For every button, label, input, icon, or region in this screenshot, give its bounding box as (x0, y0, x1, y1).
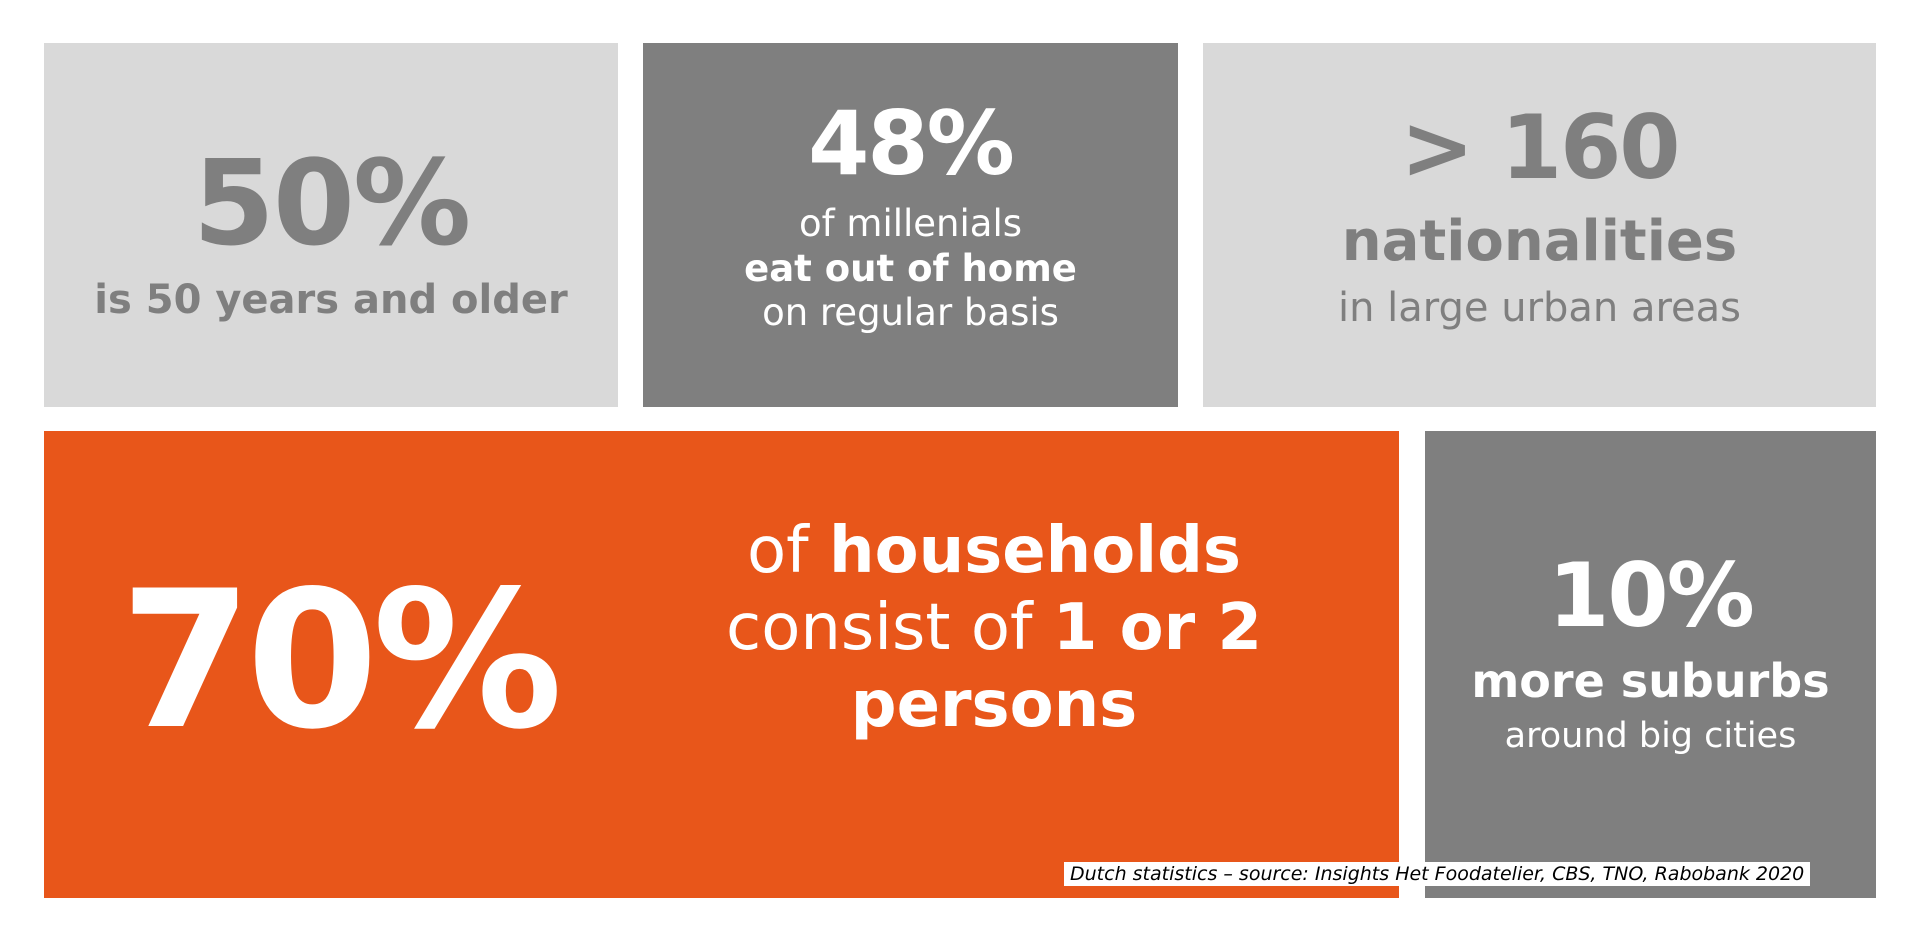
stat-caption: is 50 years and older (94, 277, 568, 323)
caption-emphasis: households (829, 514, 1241, 588)
stat-caption-line-3: on regular basis (762, 291, 1059, 335)
stat-value: 48% (808, 92, 1015, 196)
stat-caption-line-1: more suburbs (1471, 653, 1830, 708)
caption-text: consist of (726, 590, 1053, 665)
stat-tile-seniors: 50% is 50 years and older (44, 43, 618, 407)
stat-caption-line-2: around big cities (1504, 716, 1797, 757)
caption-emphasis: 1 or 2 (1052, 590, 1262, 665)
stat-caption-line-2: in large urban areas (1337, 284, 1742, 331)
stat-caption-line-2: consist of 1 or 2 (694, 590, 1294, 667)
stat-tile-nationalities: > 160 nationalities in large urban areas (1203, 43, 1876, 407)
caption-text: of (747, 514, 830, 588)
source-note: Dutch statistics – source: Insights Het … (1064, 862, 1811, 886)
stat-caption-line-1: of households (694, 513, 1294, 590)
stat-caption-line-1: nationalities (1341, 209, 1738, 275)
stat-caption-line-3: persons (694, 667, 1294, 744)
caption-emphasis: persons (850, 667, 1138, 742)
stat-caption: of households consist of 1 or 2 persons (694, 513, 1294, 743)
stat-caption-line-1: of millenials (798, 202, 1023, 246)
stat-tile-millenials: 48% of millenials eat out of home on reg… (643, 43, 1178, 407)
stat-value: 10% (1548, 543, 1755, 647)
stat-caption-line-2: eat out of home (744, 246, 1077, 290)
stat-tile-households: 70% of households consist of 1 or 2 pers… (44, 431, 1399, 898)
stat-value: 70% (120, 550, 563, 771)
stat-value: > 160 (1400, 96, 1680, 200)
stat-tile-suburbs: 10% more suburbs around big cities (1425, 431, 1876, 898)
stat-value: 50% (192, 134, 471, 272)
